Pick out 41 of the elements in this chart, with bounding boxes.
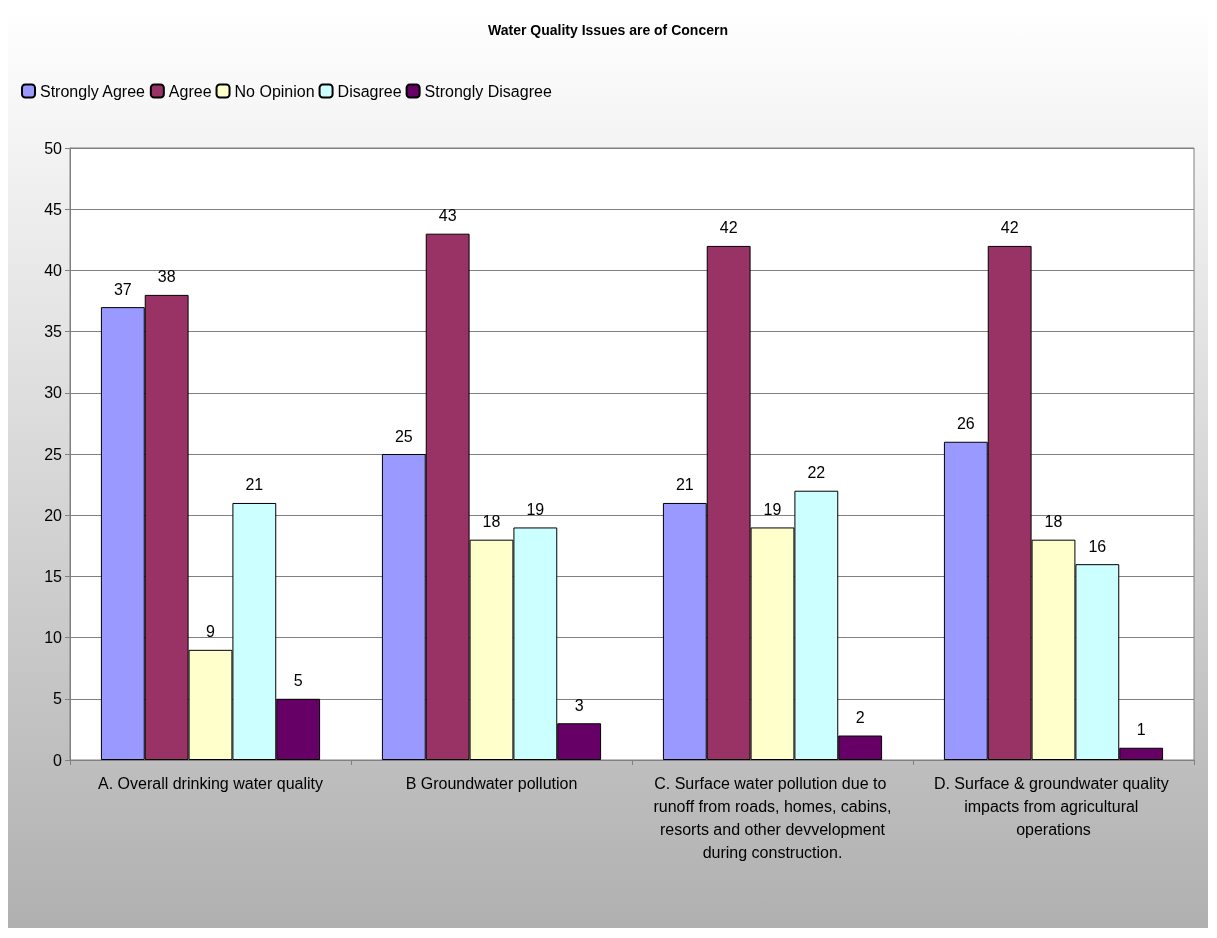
data-label: 19 [526, 500, 545, 518]
chart-title: Water Quality Issues are of Concern [488, 22, 728, 38]
data-label: 19 [763, 500, 782, 518]
data-label: 43 [438, 207, 457, 225]
legend-label: Strongly Disagree [424, 82, 552, 100]
data-label: 26 [956, 415, 975, 433]
data-label: 16 [1088, 537, 1107, 555]
y-tick-label: 50 [44, 139, 63, 157]
data-label: 18 [1044, 513, 1063, 531]
data-label: 25 [394, 427, 413, 445]
y-tick-label: 45 [44, 200, 63, 218]
data-label: 21 [675, 476, 694, 494]
y-tick-label: 20 [44, 506, 63, 524]
data-label: 1 [1136, 721, 1146, 739]
y-tick-label: 30 [44, 384, 63, 402]
x-tick-label: D. Surface & groundwater quality impacts from agricultural operations [933, 775, 1174, 838]
x-tick-label: C. Surface water pollution due to runoff from roads, homes, cabins, resorts and other devvelopment during construction. [653, 775, 892, 861]
data-label: 21 [245, 476, 264, 494]
data-label: 18 [482, 513, 501, 531]
legend-label: Agree [168, 82, 212, 100]
data-label: 2 [855, 709, 865, 727]
y-tick-label: 10 [44, 629, 63, 647]
legend-label: Disagree [337, 82, 402, 100]
y-tick-label: 5 [53, 690, 63, 708]
x-tick-label: A. Overall drinking water quality [98, 775, 323, 792]
data-label: 37 [113, 280, 132, 298]
y-tick-label: 0 [53, 751, 63, 769]
data-label: 42 [719, 219, 738, 237]
data-label: 9 [206, 623, 216, 641]
data-label: 38 [157, 268, 176, 286]
y-tick-label: 15 [44, 567, 63, 585]
data-label: 5 [293, 672, 303, 690]
data-label: 42 [1000, 219, 1019, 237]
x-tick-label: B Groundwater pollution [405, 775, 578, 792]
data-label: 22 [807, 464, 826, 482]
y-tick-label: 35 [44, 323, 63, 341]
data-label: 3 [574, 696, 584, 714]
legend-label: Strongly Agree [40, 82, 146, 100]
y-tick-label: 40 [44, 261, 63, 279]
legend-label: No Opinion [234, 82, 315, 100]
y-tick-label: 25 [44, 445, 63, 463]
